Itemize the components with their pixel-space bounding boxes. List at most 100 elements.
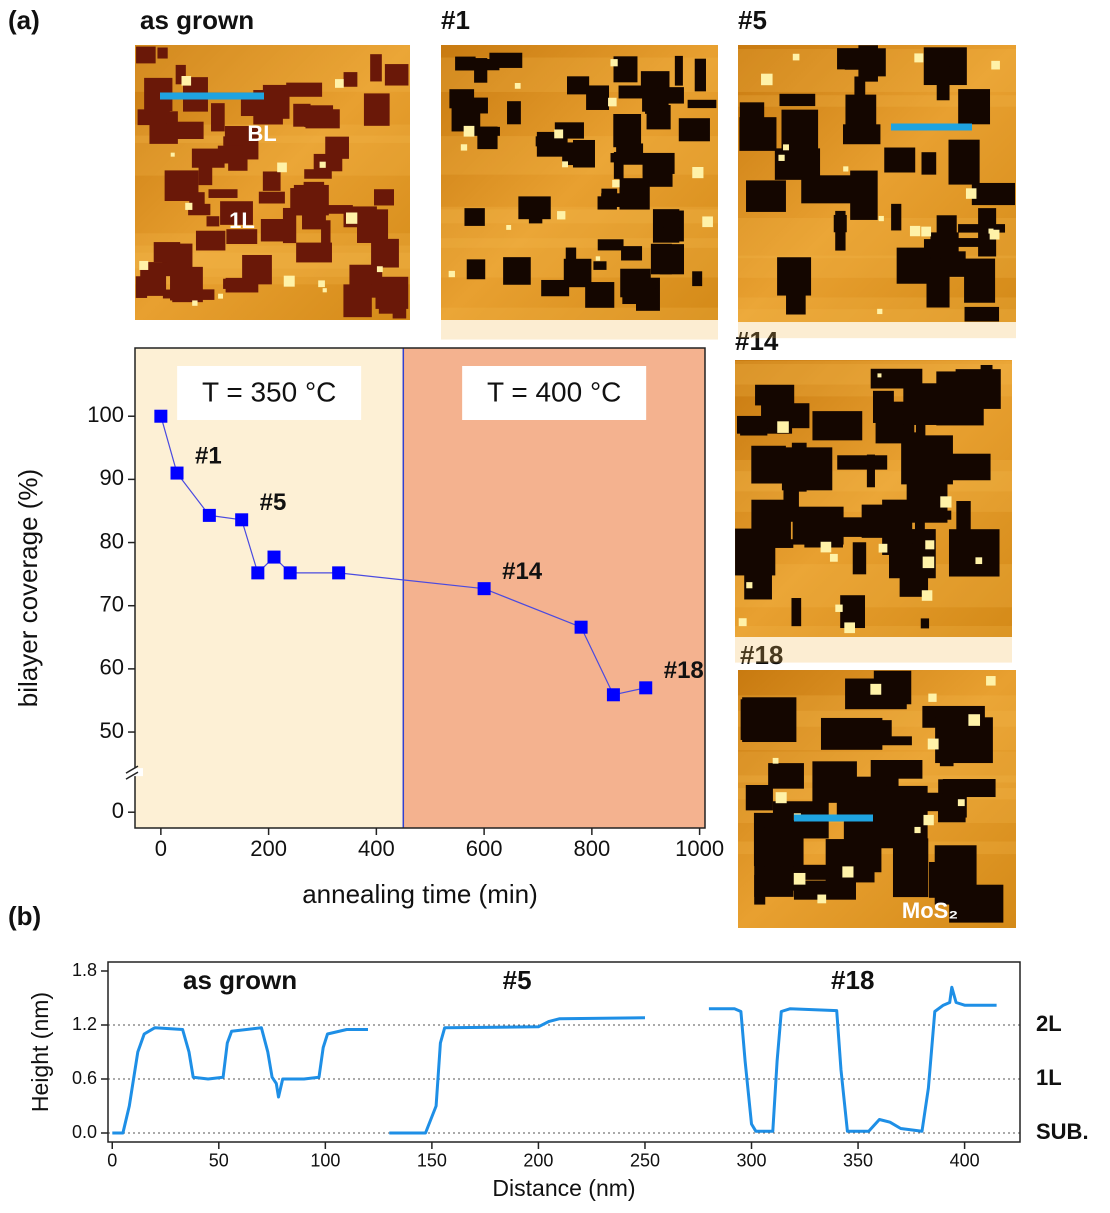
domain	[740, 418, 768, 436]
domain	[260, 219, 287, 242]
domain	[854, 76, 866, 112]
domain	[370, 54, 382, 82]
island	[820, 541, 832, 553]
domain	[694, 58, 706, 92]
island	[909, 225, 921, 237]
island	[139, 260, 149, 270]
x-tick-label: 200	[250, 836, 287, 861]
domain	[868, 736, 912, 746]
domain	[206, 216, 220, 227]
reference-label: 1L	[1036, 1065, 1062, 1090]
domain	[812, 761, 857, 803]
profile-label: #5	[503, 965, 532, 995]
point-label: #5	[260, 489, 287, 516]
domain	[948, 139, 980, 185]
x-tick-label: 350	[843, 1151, 873, 1171]
island	[460, 144, 468, 151]
domain	[866, 454, 875, 488]
domain	[321, 220, 331, 250]
y-tick-label: 0	[112, 798, 124, 823]
domain	[812, 411, 863, 441]
region-label: T = 350 °C	[202, 376, 336, 407]
region	[135, 348, 404, 828]
domain	[374, 189, 395, 206]
island	[448, 270, 455, 278]
island	[514, 82, 521, 89]
island	[319, 161, 326, 168]
island	[968, 714, 981, 726]
domain	[892, 838, 929, 898]
marker	[202, 508, 216, 522]
island	[783, 144, 789, 151]
domain	[242, 254, 272, 285]
y-tick-label: 1.2	[72, 1014, 97, 1034]
y-tick-label: 60	[100, 655, 124, 680]
x-tick-label: 1000	[675, 836, 724, 861]
x-tick-label: 0	[155, 836, 167, 861]
domain	[914, 512, 925, 542]
domain	[298, 106, 309, 115]
domain	[768, 763, 804, 789]
domain	[567, 76, 590, 95]
reference-label: 2L	[1036, 1011, 1062, 1036]
y-axis-title: bilayer coverage (%)	[13, 469, 43, 707]
domain	[830, 517, 867, 537]
domain	[211, 103, 225, 132]
image-label: #18	[740, 640, 783, 670]
x-tick-label: 400	[358, 836, 395, 861]
x-axis-title: Distance (nm)	[492, 1175, 635, 1201]
marker	[639, 681, 653, 695]
island	[877, 373, 882, 378]
domain	[858, 45, 878, 82]
island	[192, 300, 198, 306]
domain	[572, 139, 595, 168]
island	[345, 212, 358, 224]
island	[817, 894, 827, 904]
domain	[755, 384, 795, 406]
x-tick-label: 150	[417, 1151, 447, 1171]
domain	[759, 121, 771, 147]
domain	[746, 180, 786, 212]
domain	[920, 618, 930, 629]
domain	[343, 284, 372, 318]
domain	[455, 56, 476, 71]
domain	[663, 218, 683, 228]
island	[922, 556, 935, 569]
domain	[739, 102, 765, 119]
domain	[384, 64, 409, 86]
domain	[188, 203, 211, 216]
island	[185, 202, 193, 210]
domain	[518, 196, 551, 220]
island	[322, 288, 327, 293]
island	[923, 814, 934, 826]
island	[595, 256, 601, 261]
domain	[198, 158, 213, 186]
domain	[613, 114, 642, 148]
marker	[283, 566, 297, 580]
panel-label: (b)	[8, 901, 41, 931]
domain	[657, 87, 684, 104]
island	[921, 590, 933, 601]
island	[870, 683, 882, 695]
domain	[593, 261, 607, 270]
marker	[574, 620, 588, 634]
image-annotation: BL	[247, 121, 276, 146]
image-annotation: MoS₂	[902, 898, 958, 923]
island	[506, 224, 512, 230]
domain	[189, 192, 205, 207]
domain	[282, 207, 297, 244]
panel-label: (a)	[8, 5, 40, 35]
island	[878, 543, 888, 553]
domain	[942, 779, 996, 798]
domain	[153, 242, 181, 263]
terrace	[735, 625, 1012, 663]
domain	[934, 845, 977, 905]
island	[334, 79, 344, 88]
domain	[751, 445, 786, 484]
y-tick-label: 100	[87, 402, 124, 427]
domain	[528, 212, 543, 224]
domain	[674, 55, 683, 86]
domain	[586, 85, 610, 110]
domain	[195, 230, 226, 251]
domain	[258, 191, 285, 204]
